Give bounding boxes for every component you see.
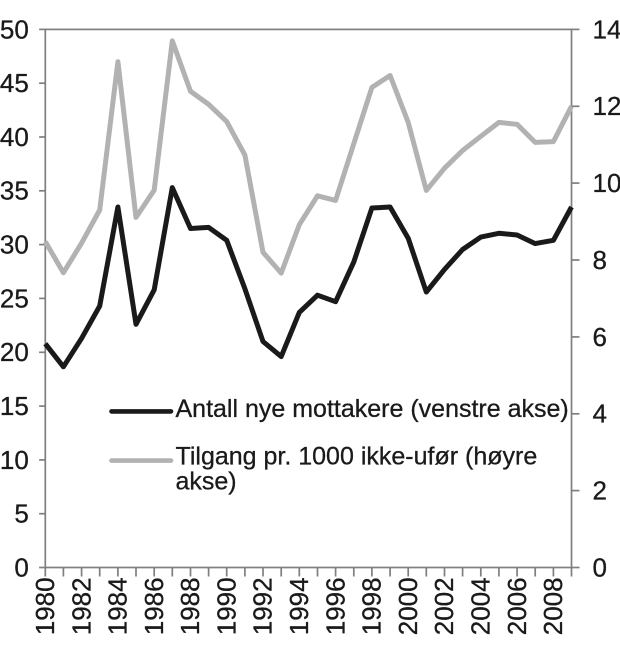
svg-text:Tilgang pr. 1000 ikke-ufør (hø: Tilgang pr. 1000 ikke-ufør (høyre xyxy=(176,443,538,471)
svg-text:15: 15 xyxy=(0,391,29,421)
svg-text:1984: 1984 xyxy=(103,577,133,635)
svg-text:1994: 1994 xyxy=(284,577,314,635)
svg-text:50: 50 xyxy=(0,14,29,44)
svg-text:2008: 2008 xyxy=(538,577,568,635)
svg-text:Antall nye mottakere (venstre: Antall nye mottakere (venstre akse) xyxy=(176,395,569,423)
svg-text:2: 2 xyxy=(593,476,607,506)
svg-text:12: 12 xyxy=(593,91,620,121)
svg-text:10: 10 xyxy=(0,445,29,475)
svg-text:8: 8 xyxy=(593,245,607,275)
svg-text:1998: 1998 xyxy=(357,577,387,635)
svg-text:4: 4 xyxy=(593,399,607,429)
svg-text:2000: 2000 xyxy=(393,577,423,635)
svg-text:40: 40 xyxy=(0,122,29,152)
svg-text:1990: 1990 xyxy=(211,577,241,635)
svg-text:1988: 1988 xyxy=(175,577,205,635)
svg-text:akse): akse) xyxy=(176,468,237,496)
svg-text:30: 30 xyxy=(0,230,29,260)
svg-text:0: 0 xyxy=(593,552,607,582)
svg-text:6: 6 xyxy=(593,322,607,352)
svg-text:1996: 1996 xyxy=(320,577,350,635)
svg-text:14: 14 xyxy=(593,14,620,44)
svg-text:2002: 2002 xyxy=(429,577,459,635)
svg-text:2006: 2006 xyxy=(502,577,532,635)
svg-text:1980: 1980 xyxy=(30,577,60,635)
svg-text:45: 45 xyxy=(0,68,29,98)
svg-text:0: 0 xyxy=(14,552,28,582)
svg-text:2004: 2004 xyxy=(466,577,496,635)
svg-text:1982: 1982 xyxy=(66,577,96,635)
svg-text:35: 35 xyxy=(0,176,29,206)
svg-text:25: 25 xyxy=(0,283,29,313)
svg-text:10: 10 xyxy=(593,168,620,198)
svg-text:1986: 1986 xyxy=(139,577,169,635)
svg-text:1992: 1992 xyxy=(248,577,278,635)
svg-text:5: 5 xyxy=(14,499,28,529)
svg-text:20: 20 xyxy=(0,337,29,367)
